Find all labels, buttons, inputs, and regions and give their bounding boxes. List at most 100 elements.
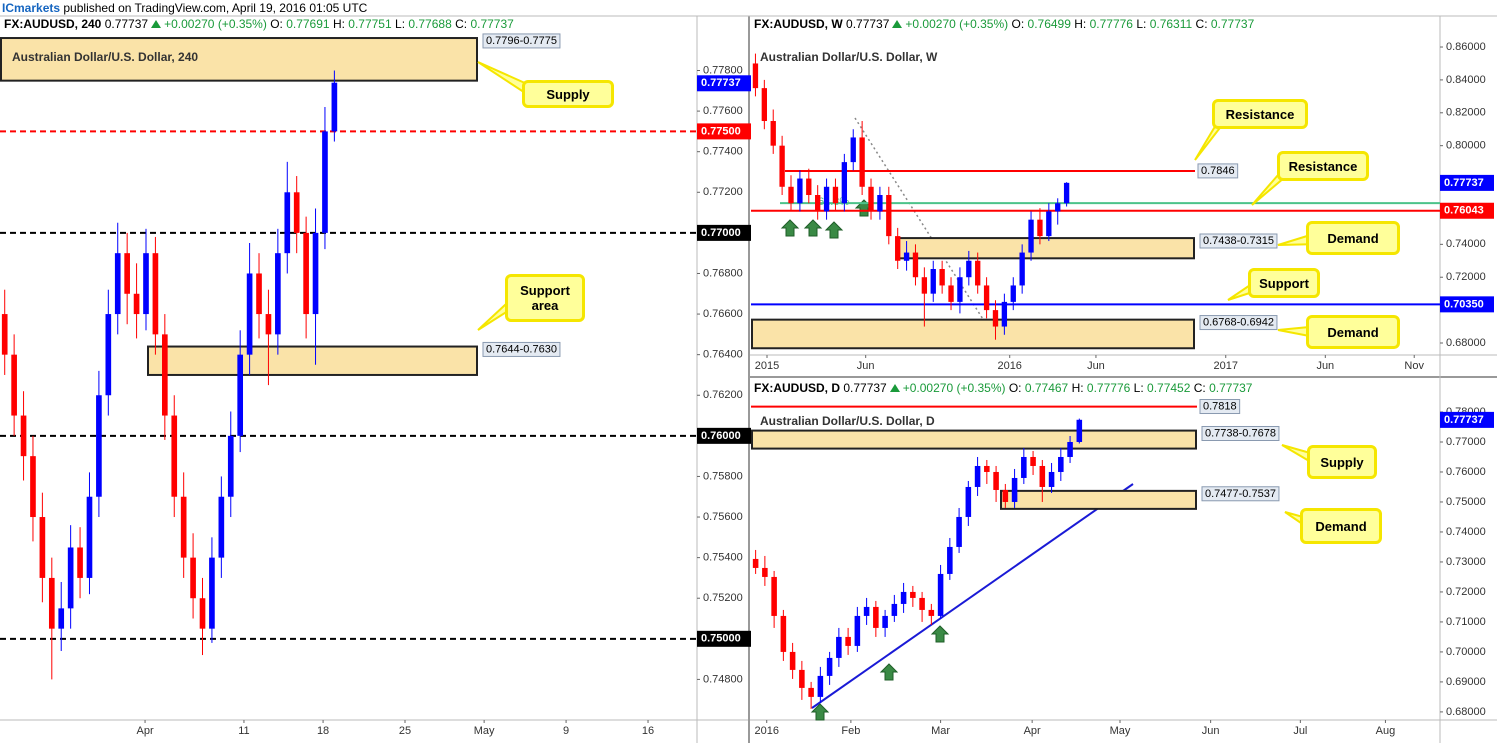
- candle-body: [826, 657, 833, 676]
- y-tick-label: 0.75800: [703, 470, 743, 482]
- callout: Supply: [522, 80, 614, 108]
- candle-body: [275, 253, 281, 335]
- chart-title: Australian Dollar/U.S. Dollar, W: [760, 50, 938, 64]
- candle-body: [965, 486, 972, 517]
- candle-body: [171, 415, 178, 497]
- chart-panel: 0.7738-0.76780.7477-0.75370.78180.780000…: [751, 399, 1494, 737]
- publish-line: ICmarkets published on TradingView.com, …: [2, 1, 367, 15]
- candle-body: [993, 471, 999, 490]
- quote-value: 0.77737: [1209, 381, 1253, 395]
- callout: Demand: [1300, 508, 1382, 544]
- candle-body: [868, 186, 874, 212]
- x-tick-label: Nov: [1404, 360, 1424, 372]
- zone-label: 0.7738-0.7678: [1205, 427, 1276, 439]
- quote-value: 0.77737: [1210, 17, 1255, 31]
- candle-body: [1039, 465, 1046, 487]
- y-tick-label: 0.80000: [1446, 140, 1486, 152]
- quote-label: H:: [1074, 17, 1087, 31]
- candle-body: [752, 63, 759, 89]
- candle-body: [180, 496, 187, 558]
- symbol: FX:AUDUSD, W: [754, 17, 843, 31]
- candle-body: [921, 277, 928, 294]
- quote-label: L:: [1133, 381, 1144, 395]
- candle-body: [882, 615, 888, 628]
- candle-body: [96, 395, 102, 497]
- brand: ICmarkets: [2, 1, 61, 15]
- candle-body: [939, 269, 945, 286]
- candle-body: [937, 573, 944, 616]
- y-tick-label: 0.77400: [703, 146, 743, 158]
- candle-body: [789, 651, 796, 670]
- candle-body: [930, 269, 936, 294]
- candle-body: [143, 253, 149, 315]
- y-tick-label: 0.76600: [703, 308, 743, 320]
- up-arrow: [930, 625, 950, 643]
- quote-label: C:: [1193, 381, 1206, 395]
- x-tick-label: 2016: [754, 725, 778, 737]
- y-tick-label: 0.76800: [703, 267, 743, 279]
- x-tick-label: 11: [238, 725, 249, 737]
- candle-body: [845, 636, 851, 646]
- y-tick-label: 0.71000: [1446, 616, 1486, 628]
- y-tick-label: 0.74800: [703, 673, 743, 685]
- callout: Resistance: [1277, 151, 1369, 181]
- quote-label: H:: [332, 17, 345, 31]
- symbol: FX:AUDUSD, D: [754, 381, 840, 395]
- candle-body: [1001, 301, 1008, 327]
- candle-body: [928, 609, 935, 616]
- candle-body: [105, 314, 112, 396]
- zone: [0, 37, 478, 82]
- candle-body: [895, 236, 901, 261]
- price-badge: [697, 630, 751, 647]
- zone: [147, 345, 478, 376]
- candle-body: [770, 121, 776, 146]
- candle-body: [1021, 456, 1027, 478]
- quote-value: 0.76499: [1027, 17, 1071, 31]
- y-tick-label: 0.82000: [1446, 107, 1486, 119]
- quote-label: C:: [1195, 17, 1208, 31]
- candle-body: [1037, 219, 1043, 237]
- price-badge: [1440, 296, 1494, 313]
- candle-body: [11, 354, 17, 416]
- quote-value: 0.77467: [1024, 381, 1069, 395]
- candle-body: [58, 608, 65, 629]
- x-tick-label: 25: [399, 725, 411, 737]
- level-label: 0.7846: [1201, 165, 1235, 177]
- candle-body: [1, 314, 8, 355]
- candle-body: [854, 615, 861, 646]
- quote-label: O:: [1011, 17, 1025, 31]
- candle-body: [1058, 456, 1064, 472]
- candle-body: [237, 354, 244, 436]
- price-badge-label: 0.76043: [1444, 205, 1484, 217]
- quote-value: 0.77751: [348, 17, 392, 31]
- candle-body: [1011, 477, 1018, 502]
- candle-body: [863, 606, 870, 616]
- quote-label: H:: [1071, 381, 1084, 395]
- up-arrow: [780, 219, 800, 237]
- change: +0.00270 (+0.35%): [164, 17, 267, 31]
- candle-body: [966, 260, 972, 278]
- y-tick-label: 0.74000: [1446, 526, 1486, 538]
- quote-label: O:: [1008, 381, 1022, 395]
- candle-body: [1030, 456, 1036, 466]
- quote-value: 0.76311: [1149, 17, 1193, 31]
- last-price-badge: [1440, 411, 1494, 428]
- candle-body: [886, 195, 892, 237]
- candle-body: [832, 186, 839, 204]
- candle-body: [891, 603, 898, 616]
- candle-body: [974, 465, 981, 487]
- y-tick-label: 0.76400: [703, 349, 743, 361]
- candle-body: [836, 636, 842, 658]
- y-tick-label: 0.84000: [1446, 74, 1486, 86]
- candle-body: [1010, 285, 1016, 302]
- zone-label-box: [482, 341, 561, 357]
- candle-body: [947, 546, 953, 574]
- up-triangle: [892, 20, 903, 28]
- last-price-badge: [1440, 174, 1494, 191]
- price-badge-label: 0.70350: [1444, 298, 1484, 310]
- candle-body: [30, 456, 36, 518]
- zone-label-box: [482, 33, 561, 49]
- candle-body: [1055, 203, 1061, 212]
- x-tick-label: Jul: [1293, 725, 1307, 737]
